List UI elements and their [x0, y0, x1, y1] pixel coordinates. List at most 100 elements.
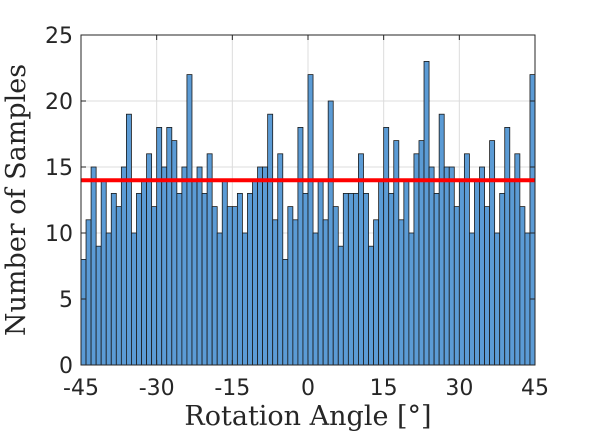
histogram-bar	[267, 113, 274, 366]
histogram-bar	[342, 192, 349, 366]
histogram-bar	[383, 127, 390, 366]
x-tick-label: 45	[521, 376, 549, 401]
histogram-bar	[448, 166, 455, 366]
histogram-bar	[373, 219, 380, 366]
histogram-bar	[469, 232, 475, 366]
histogram-bar	[80, 258, 87, 366]
histogram-bar	[403, 179, 410, 366]
histogram-bar	[519, 206, 526, 366]
histogram-bar	[242, 232, 248, 366]
y-tick-label: 5	[59, 288, 73, 313]
histogram-bar	[297, 127, 304, 366]
histogram-bar	[322, 219, 329, 366]
histogram-bar	[312, 232, 319, 366]
histogram-bar	[499, 192, 506, 366]
histogram-bar	[146, 153, 153, 366]
histogram-bar	[272, 219, 279, 366]
histogram-bar	[479, 166, 485, 366]
histogram-bar	[524, 232, 531, 366]
histogram-bar	[292, 219, 299, 366]
histogram-bar	[408, 232, 415, 366]
histogram-bar	[453, 206, 460, 366]
histogram-bar	[393, 140, 400, 366]
histogram-bar	[262, 166, 269, 366]
histogram-bar	[388, 192, 395, 366]
histogram-bar	[489, 140, 496, 366]
histogram-bar	[221, 179, 228, 366]
histogram-bar	[131, 232, 137, 366]
histogram-bar	[126, 113, 132, 366]
x-tick-label: 15	[370, 376, 398, 401]
histogram-bar	[474, 179, 480, 366]
histogram-bar	[277, 153, 284, 366]
histogram-bar	[327, 100, 334, 366]
histogram-bar	[110, 192, 117, 366]
histogram-bar	[206, 153, 213, 366]
y-tick-label: 10	[45, 222, 73, 247]
histogram-bar	[514, 153, 521, 366]
histogram-bar	[484, 206, 490, 366]
histogram-bar	[494, 232, 501, 366]
histogram-bar	[115, 206, 122, 366]
histogram-bar	[378, 179, 385, 366]
x-tick-label: -15	[214, 376, 250, 401]
histogram-bar	[85, 219, 92, 366]
histogram-bar	[307, 74, 314, 366]
histogram-bar	[287, 206, 294, 366]
histogram-bar	[332, 206, 339, 366]
histogram-bar	[433, 192, 440, 366]
histogram-bar	[100, 179, 107, 366]
histogram-bar	[181, 166, 188, 366]
bars	[80, 61, 536, 366]
histogram-bar	[463, 153, 470, 366]
histogram-bar	[443, 166, 450, 366]
histogram-bar	[176, 192, 183, 366]
histogram-bar	[363, 192, 369, 366]
histogram-bar	[438, 113, 445, 366]
histogram-bar	[196, 166, 203, 366]
histogram-bar	[458, 179, 465, 366]
y-tick-label: 15	[45, 156, 73, 181]
histogram-bar	[398, 219, 405, 366]
histogram-bar	[136, 192, 142, 366]
histogram-bar	[141, 179, 147, 366]
x-tick-label: 30	[445, 376, 473, 401]
histogram-bar	[257, 166, 263, 366]
histogram-bar	[358, 153, 364, 366]
histogram-bar	[211, 206, 218, 366]
histogram-bar	[95, 245, 102, 366]
x-tick-label: 0	[301, 376, 315, 401]
y-tick-label: 25	[45, 24, 73, 49]
y-axis-title: Number of Samples	[1, 64, 32, 336]
histogram-bar	[216, 232, 223, 366]
histogram-bar	[236, 192, 243, 366]
x-tick-label: -45	[63, 376, 99, 401]
histogram-bar	[352, 192, 359, 366]
histogram-bar	[509, 179, 516, 366]
histogram-bar	[252, 179, 258, 366]
histogram-bar	[201, 192, 208, 366]
histogram-bar	[120, 166, 127, 366]
y-tick-label: 0	[59, 354, 73, 379]
histogram-bar	[171, 140, 178, 366]
histogram-bar	[186, 74, 193, 366]
histogram-bar	[428, 166, 435, 366]
histogram-bar	[231, 206, 238, 366]
histogram-bar	[347, 192, 354, 366]
histogram-bar	[418, 140, 425, 366]
histogram-bar	[504, 127, 511, 366]
histogram-bar	[226, 206, 233, 366]
histogram-bar	[105, 232, 112, 366]
histogram-bar	[529, 74, 536, 366]
histogram-bar	[156, 127, 163, 366]
histogram-bar	[191, 179, 198, 366]
histogram-bar	[166, 127, 173, 366]
histogram-bar	[161, 166, 168, 366]
histogram-bar	[90, 166, 97, 366]
y-axis-ticks: 0 5 10 15 20 25	[45, 24, 535, 379]
histogram-bar	[302, 192, 309, 366]
histogram-bar	[368, 245, 374, 366]
histogram-bar	[282, 258, 289, 366]
histogram-bar	[317, 179, 324, 366]
